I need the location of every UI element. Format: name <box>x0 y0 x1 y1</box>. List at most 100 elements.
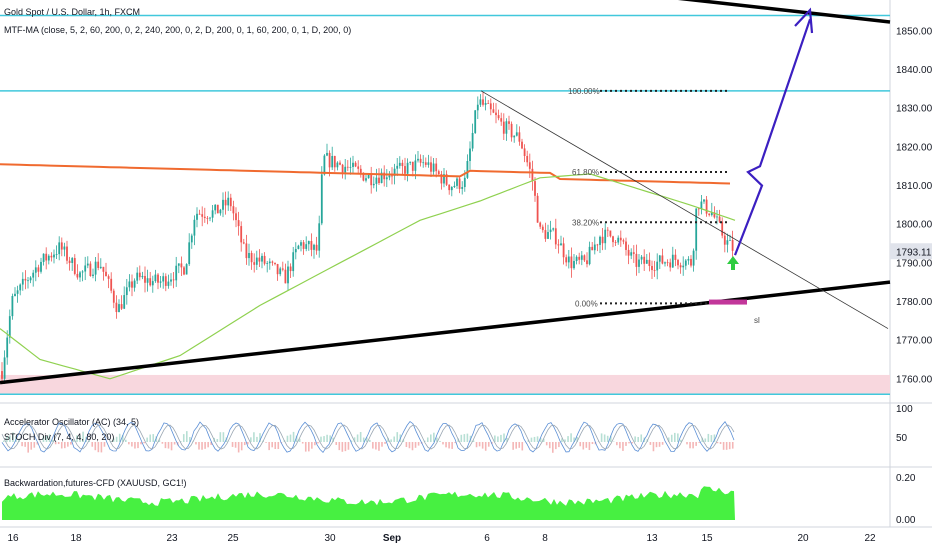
ac-histogram-bar <box>240 442 243 451</box>
candle-body <box>731 240 734 251</box>
candle-body <box>471 132 474 149</box>
candle-body <box>112 290 115 303</box>
candle-body <box>388 175 391 178</box>
candle-body <box>544 230 547 239</box>
candle-body <box>229 197 232 207</box>
candle-body <box>661 255 664 264</box>
candle-body <box>190 235 193 243</box>
ma-fast-line <box>0 173 736 380</box>
candle-body <box>320 174 323 224</box>
ac-histogram-bar <box>619 442 621 449</box>
ac-histogram-bar <box>79 435 81 442</box>
candle-body <box>279 268 282 275</box>
candle-body <box>604 229 607 244</box>
ac-histogram-bar <box>597 441 600 442</box>
projection-arrowhead-icon <box>794 7 814 34</box>
candle-body <box>552 228 555 230</box>
ac-histogram-bar <box>9 435 11 442</box>
ac-histogram-bar <box>417 442 420 446</box>
ac-histogram-bar <box>314 442 316 446</box>
ac-histogram-bar <box>600 433 603 442</box>
price-tick-label: 1780.00 <box>896 297 932 308</box>
candle-body <box>474 110 477 133</box>
candle-body <box>513 135 516 138</box>
candle-body <box>50 255 53 258</box>
candle-body <box>266 263 269 264</box>
ac-histogram-bar <box>396 432 399 442</box>
ac-histogram-bar <box>445 442 447 448</box>
candle-body <box>440 174 443 184</box>
candle-body <box>684 260 687 266</box>
ac-histogram-bar <box>707 433 710 442</box>
ac-histogram-bar <box>637 436 639 442</box>
ac-histogram-bar <box>494 435 496 442</box>
candle-body <box>411 161 414 171</box>
candle-body <box>255 257 258 265</box>
candle-body <box>378 177 380 184</box>
candle-body <box>110 278 113 291</box>
ac-histogram-bar <box>527 439 530 442</box>
fib-level-label: 100.00% <box>568 87 600 96</box>
ac-histogram-bar <box>323 436 325 442</box>
ac-histogram-bar <box>173 442 176 445</box>
ac-histogram-bar <box>121 435 124 442</box>
candle-body <box>487 103 490 104</box>
candle-body <box>318 223 321 251</box>
ac-histogram-bar <box>161 442 164 444</box>
stop-loss-label: sl <box>754 316 760 325</box>
ac-histogram-bar <box>466 433 469 442</box>
candle-body <box>118 304 120 313</box>
ac-histogram-bar <box>94 442 97 451</box>
candle-body <box>510 123 513 138</box>
candle-body <box>549 229 552 233</box>
descending-trendline <box>480 90 889 329</box>
candle-body <box>518 132 521 142</box>
upper-trendline <box>677 0 891 24</box>
candle-body <box>614 242 617 243</box>
ac-histogram-bar <box>271 442 273 448</box>
candle-body <box>593 244 596 251</box>
candle-body <box>578 256 581 260</box>
candle-body <box>708 213 711 216</box>
candle-body <box>128 281 131 288</box>
ac-histogram-bar <box>198 442 200 450</box>
candle-body <box>341 164 344 173</box>
candle-body <box>573 261 575 269</box>
ac-histogram-bar <box>353 437 356 442</box>
time-tick-label: Sep <box>383 533 401 544</box>
candle-body <box>94 261 97 275</box>
ac-histogram-bar <box>210 442 212 445</box>
ac-histogram-bar <box>298 438 301 442</box>
candle-body <box>19 284 22 291</box>
candle-body <box>240 226 243 243</box>
candle-body <box>609 230 612 237</box>
candle-body <box>666 262 669 264</box>
candle-body <box>534 181 536 196</box>
ac-histogram-bar <box>320 436 322 442</box>
candle-body <box>531 168 534 182</box>
candle-body <box>380 172 383 184</box>
candle-body <box>391 175 393 177</box>
price-tick-label: 1760.00 <box>896 374 932 385</box>
candle-body <box>71 258 74 263</box>
ac-histogram-bar <box>503 433 505 442</box>
ac-histogram-bar <box>146 437 148 442</box>
price-tick-label: 1810.00 <box>896 181 932 192</box>
candle-body <box>648 259 651 266</box>
ac-histogram-bar <box>247 442 249 445</box>
candle-body <box>687 258 690 261</box>
ac-histogram-bar <box>512 442 514 450</box>
candle-body <box>458 178 461 189</box>
ac-histogram-bar <box>27 442 29 453</box>
ac-histogram-bar <box>555 442 557 450</box>
candle-body <box>627 249 630 256</box>
ac-histogram-bar <box>454 442 456 444</box>
ac-histogram-bar <box>430 434 432 442</box>
candle-body <box>554 228 557 245</box>
ac-histogram-bar <box>164 442 167 449</box>
candle-body <box>102 266 105 272</box>
ac-histogram-bar <box>76 435 78 442</box>
ac-histogram-bar <box>719 442 722 445</box>
osc-tick-label: 50 <box>896 433 908 444</box>
ac-histogram-bar <box>689 442 691 449</box>
